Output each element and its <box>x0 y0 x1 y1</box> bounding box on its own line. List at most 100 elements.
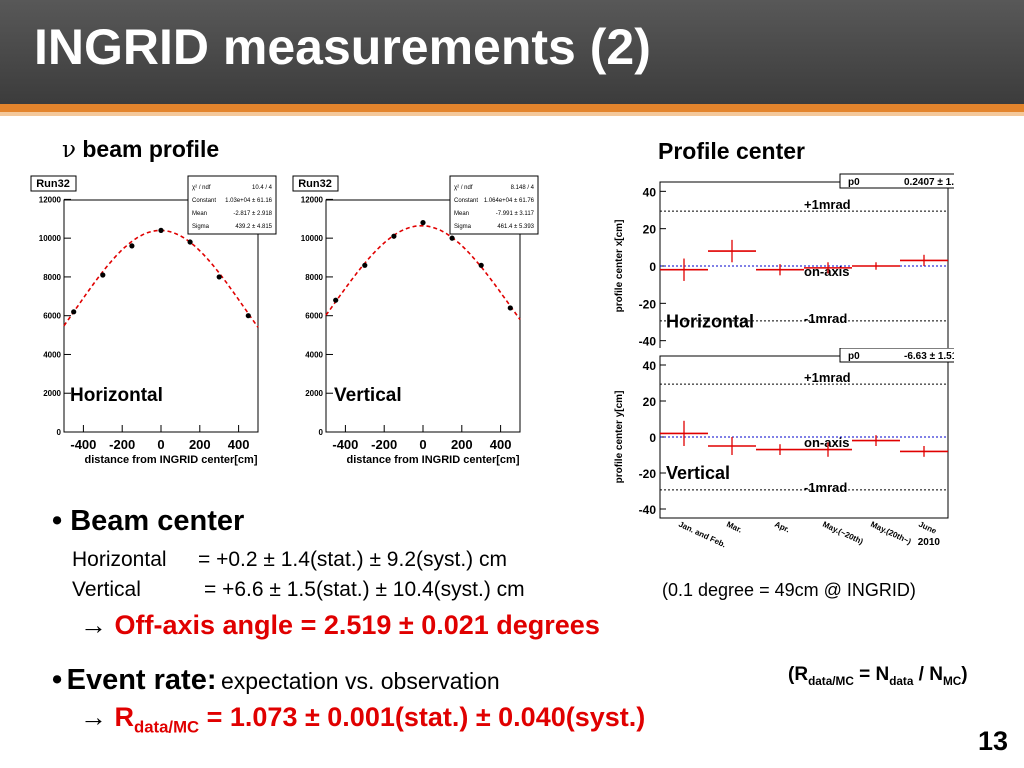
beam-center-h-value: = +0.2 ± 1.4(stat.) ± 9.2(syst.) cm <box>198 548 507 571</box>
plot-frame <box>63 199 259 433</box>
x-tick-label: -400 <box>332 437 358 452</box>
y-tick-label: 4000 <box>43 350 61 359</box>
data-point <box>71 309 77 315</box>
x-tick-label: 400 <box>490 437 512 452</box>
stats-value: 8.148 / 4 <box>511 185 535 191</box>
y-tick-label: 20 <box>643 223 657 237</box>
stats-key: χ² / ndf <box>454 185 473 191</box>
r-def-eq: = N <box>853 664 890 685</box>
x-axis-title: distance from INGRID center[cm] <box>85 454 258 466</box>
y-tick-label: 12000 <box>39 195 62 204</box>
fit-value: -6.63 ± 1.51 <box>904 351 954 362</box>
stats-value: -2.817 ± 2.918 <box>233 211 272 217</box>
stats-key: Sigma <box>192 224 210 230</box>
y-tick-label: -40 <box>639 503 657 517</box>
data-point <box>420 220 426 226</box>
x-tick-label: 400 <box>228 437 250 452</box>
beam-center-h-label: Horizontal <box>72 548 167 571</box>
x-tick-label: 0 <box>157 437 164 452</box>
r-symbol: R <box>114 702 135 732</box>
beam-center-heading: • Beam center <box>52 505 244 538</box>
y-axis-title: profile center x[cm] <box>614 220 625 313</box>
chart-profile-vertical: -400 -200 0 200 400 0 2000 4000 6000 8000 10000 120… <box>290 170 546 470</box>
y-tick-label: -20 <box>639 467 657 481</box>
event-rate-heading-text: Event rate: <box>66 664 217 696</box>
data-point <box>158 227 164 233</box>
r-def-open: (R <box>788 664 809 685</box>
y-tick-label: 0 <box>319 428 324 437</box>
nu-symbol: ν <box>62 137 76 163</box>
chart-profile-horizontal-svg: -400 -200 0 200 4000200040006000800010000120… <box>28 170 284 470</box>
r-def-close: ) <box>961 664 968 685</box>
fit-value: 0.2407 ± 1.4227 <box>904 177 954 188</box>
fit-curve <box>325 224 521 320</box>
reference-label-plus1mrad: +1mrad <box>804 370 851 385</box>
stats-value: 1.064e+04 ± 61.76 <box>484 198 535 204</box>
arrow-icon: → <box>80 702 107 732</box>
reference-label-minus1mrad: -1mrad <box>804 311 847 326</box>
data-point <box>187 239 193 245</box>
plot-frame <box>325 199 521 433</box>
fit-box <box>839 173 954 189</box>
panel-label: Horizontal <box>70 385 163 406</box>
beam-profile-heading-text: beam profile <box>82 136 220 162</box>
y-tick-label: 2000 <box>305 389 323 398</box>
y-tick-label: -20 <box>639 297 657 311</box>
fit-key: p0 <box>848 177 860 188</box>
stats-value: -7.991 ± 3.117 <box>496 211 535 217</box>
x-tick-label: -400 <box>70 437 96 452</box>
y-tick-label: 4000 <box>305 350 323 359</box>
data-point <box>362 262 368 268</box>
data-point <box>100 272 106 278</box>
y-tick-label: 0 <box>649 260 656 274</box>
y-axis-title: profile center y[cm] <box>614 391 625 484</box>
data-point <box>478 262 484 268</box>
run-label: Run32 <box>298 178 332 190</box>
stats-key: Sigma <box>454 224 472 230</box>
stats-key: Constant <box>454 198 478 204</box>
y-tick-label: 12000 <box>301 195 324 204</box>
y-tick-label: 40 <box>643 185 657 199</box>
x-tick-label: 0 <box>419 437 426 452</box>
stats-key: χ² / ndf <box>192 185 211 191</box>
off-axis-result: → Off-axis angle = 2.519 ± 0.021 degrees <box>80 610 600 641</box>
chart-profile-horizontal: -400 -200 0 200 400 0 2000 4000 6000 8000 10000 120… <box>28 170 284 470</box>
chart-center-y: -40 -20 0 20 40 profile center y[cm] +1mrad on-… <box>608 348 954 553</box>
data-point <box>333 297 339 303</box>
data-point <box>245 313 251 319</box>
y-tick-label: 8000 <box>305 273 323 282</box>
run-label-box <box>292 175 339 192</box>
run-label-box <box>30 175 77 192</box>
r-def-sub3: MC <box>942 674 962 688</box>
stats-box <box>449 175 539 235</box>
y-tick-label: -40 <box>639 335 657 349</box>
stats-value: 439.2 ± 4.815 <box>235 224 272 230</box>
r-def-slash: / N <box>913 664 943 685</box>
reference-label-onaxis: on-axis <box>804 435 850 450</box>
stats-key: Mean <box>454 211 469 217</box>
x-tick-label: 200 <box>451 437 473 452</box>
y-tick-label: 6000 <box>305 312 323 321</box>
r-value: = 1.073 ± 0.001(stat.) ± 0.040(syst.) <box>206 702 646 732</box>
y-tick-label: 8000 <box>43 273 61 282</box>
stats-key: Constant <box>192 198 216 204</box>
profile-center-heading: Profile center <box>658 138 805 164</box>
r-def-sub2: data <box>889 674 914 688</box>
stats-value: 10.4 / 4 <box>252 185 273 191</box>
chart-center-x: -40 -20 0 20 40 profile center x[cm] +1mrad on-… <box>608 172 954 354</box>
y-tick-label: 20 <box>643 395 657 409</box>
reference-label-minus1mrad: -1mrad <box>804 480 847 495</box>
chart-center-y-svg: -40 -20 0 20 40 profile center y[cm] +1mrad on-… <box>608 348 954 553</box>
title-accent-stripe-light <box>0 112 1024 116</box>
x-tick-label: -200 <box>371 437 397 452</box>
arrow-icon: → <box>80 610 107 640</box>
y-tick-label: 40 <box>643 359 657 373</box>
beam-center-v-label: Vertical <box>72 578 141 601</box>
chart-profile-vertical-svg: -400 -200 0 200 4000200040006000800010000120… <box>290 170 546 470</box>
event-rate-heading: • Event rate: expectation vs. observatio… <box>52 664 500 697</box>
r-data-mc-result: → Rdata/MC = 1.073 ± 0.001(stat.) ± 0.04… <box>80 702 645 737</box>
x-tick-label: -200 <box>109 437 135 452</box>
y-tick-label: 0 <box>649 431 656 445</box>
slide-title: INGRID measurements (2) <box>34 19 651 75</box>
fit-key: p0 <box>848 351 860 362</box>
